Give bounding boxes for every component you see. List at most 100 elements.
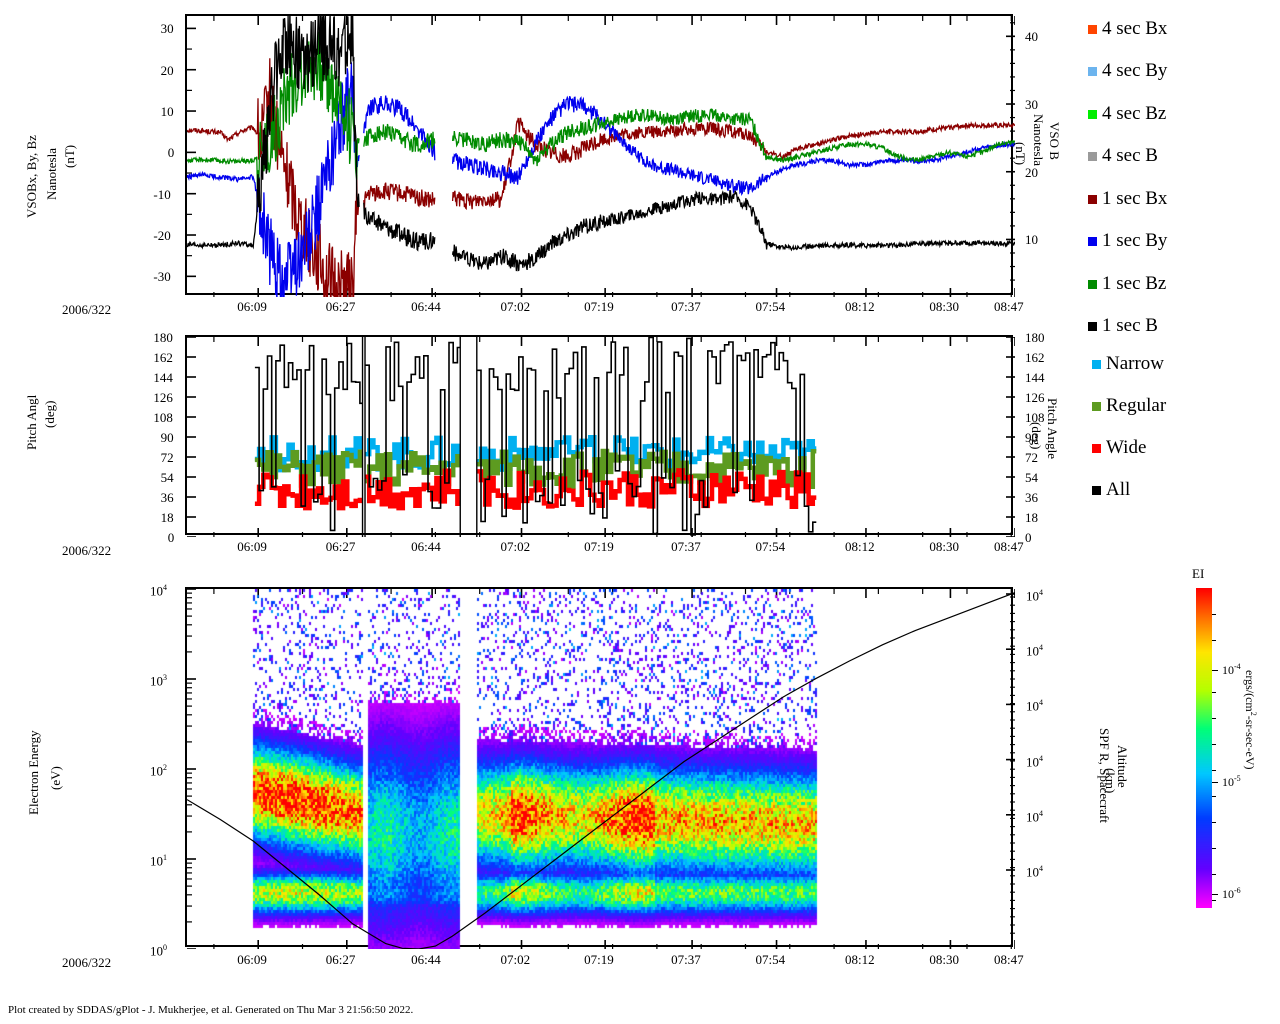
x-axis-tick-label: 08:47 [994,952,1024,967]
legend-label: 4 sec By [1102,60,1168,81]
panel3-ylabel-right3: (km) [1103,768,1118,794]
panel3-ytick-label-left: 101 [150,853,167,869]
colorbar-minor-tick [1212,822,1216,823]
footer-credit: Plot created by SDDAS/gPlot - J. Mukherj… [8,1004,414,1016]
panel2-ytick-label-right: 0 [1025,530,1032,545]
x-axis-tick-label: 08:30 [929,952,960,967]
panel2-ytick-label-right: 144 [1025,370,1045,385]
legend-label: 4 sec Bz [1102,103,1167,124]
x-axis-tick-label: 07:19 [584,952,614,967]
panel1-ytick-label-right: 10 [1025,232,1038,248]
legend-swatch-icon [1092,360,1101,369]
panel2-ytick-label-right: 72 [1025,450,1038,465]
panel3-ytick-label-left: 102 [150,763,167,779]
x-axis-tick-label: 08:47 [994,299,1024,314]
legend-swatch-icon [1088,195,1097,204]
legend-swatch-icon [1092,402,1101,411]
x-axis-tick-label: 06:44 [411,952,441,967]
panel2-ytick-label-left: 108 [153,410,173,425]
panel1-ylabel-left3: (nT) [62,144,77,168]
panel1-ylabel-right3: (nT) [1013,142,1028,166]
colorbar-minor-tick [1212,796,1216,797]
colorbar-minor-tick [1212,848,1216,849]
colorbar-tick [1212,782,1218,783]
panel2-ytick-label-right: 108 [1025,410,1045,425]
legend-label: Wide [1106,437,1147,458]
colorbar-minor-tick [1212,614,1216,615]
legend-swatch-icon [1092,486,1101,495]
panel2-ytick-label-right: 162 [1025,350,1045,365]
legend-label: Narrow [1106,353,1165,374]
panel2-ytick-label-left: 144 [153,370,173,385]
x-axis-tick-label: 08:30 [929,539,960,554]
colorbar-minor-tick [1212,640,1216,641]
x-axis-tick-label: 06:27 [325,299,356,314]
colorbar-minor-tick [1212,900,1216,901]
legend-swatch-icon [1088,25,1097,34]
panel3-ytick-label-left: 100 [150,943,167,959]
panel1-ytick-label-right: 40 [1025,29,1038,45]
legend-label: 1 sec Bz [1102,273,1167,294]
panel2-ytick-label-left: 90 [160,430,174,445]
panel1-date-label: 2006/322 [62,302,112,317]
x-axis-tick-label: 06:44 [411,299,441,314]
panel2-ylabel-right: Pitch Angle [1045,398,1060,460]
panel1-ylabel-left2: Nanotesla [44,148,59,200]
spectrogram-image [187,589,1015,949]
panel3-ytick-label-left: 103 [150,673,167,689]
colorbar-tick-label: 10-4 [1222,662,1241,677]
panel2-ytick-label-left: 180 [153,330,173,345]
x-axis-tick-label: 07:19 [584,299,614,314]
x-axis-tick-label: 06:09 [237,952,267,967]
legend-swatch-icon [1092,444,1101,453]
colorbar-minor-tick [1212,874,1216,875]
panel1-ytick-label-left: -20 [153,228,171,243]
panel2-ytick-label-left: 54 [160,470,174,485]
x-axis-tick-label: 07:37 [671,952,701,967]
x-axis-tick-label: 08:30 [929,299,960,314]
legend-label: All [1106,479,1131,500]
legend-label: 4 sec B [1102,145,1158,166]
panel2-ytick-label-left: 126 [153,390,173,405]
colorbar-tick [1212,670,1218,671]
x-axis-tick-label: 07:02 [500,539,531,554]
panel2-ytick-label-left: 36 [160,490,174,505]
panel2-ytick-label-right: 18 [1025,510,1038,525]
panel1-plot-area [187,16,1015,297]
legend-swatch-icon [1088,152,1097,161]
x-axis-tick-label: 07:54 [755,952,786,967]
x-axis-tick-label: 07:02 [500,952,531,967]
panel2-ytick-label-left: 0 [167,530,175,545]
panel1-ytick-label-left: -30 [153,269,171,285]
legend-swatch-icon [1088,110,1097,119]
x-axis-tick-label: 07:19 [584,539,614,554]
panel1-ytick-label-left: 0 [167,145,175,161]
colorbar-minor-tick [1212,718,1216,719]
panel1-ytick-label-left: -10 [153,186,171,202]
x-axis-tick-label: 06:09 [237,299,267,314]
panel3-ylabel-left2: (eV) [48,766,63,790]
panel3-ytick-label-right: 104 [1026,808,1043,825]
colorbar-gradient [1196,588,1212,908]
panel3-ytick-label-right: 104 [1026,864,1043,880]
x-axis-tick-label: 07:54 [755,539,786,554]
panel1-ytick-label-right: 20 [1025,164,1038,180]
panel2-ytick-label-left: 18 [160,510,174,525]
colorbar-units: ergs/(cm2-sr-sec-eV) [1243,670,1258,770]
legend-label: 1 sec By [1102,230,1168,251]
panel2-ytick-label-right: 36 [1025,490,1038,505]
panel2-ytick-label-left: 72 [160,450,174,465]
panel3-ylabel-left: Electron Energy [26,730,41,815]
colorbar-tick [1212,894,1218,895]
colorbar-minor-tick [1212,770,1216,771]
x-axis-tick-label: 07:54 [755,299,786,314]
colorbar-minor-tick [1212,692,1216,693]
panel3-ytick-label-right: 104 [1026,643,1043,659]
legend-swatch-icon [1088,280,1097,289]
panel2-ylabel-left: Pitch Angl [24,394,39,450]
panel2-ytick-label-right: 126 [1025,390,1045,405]
x-axis-tick-label: 08:47 [994,539,1024,554]
panel2-ytick-label-left: 162 [153,350,173,365]
panel2-ytick-label-right: 54 [1025,470,1038,485]
